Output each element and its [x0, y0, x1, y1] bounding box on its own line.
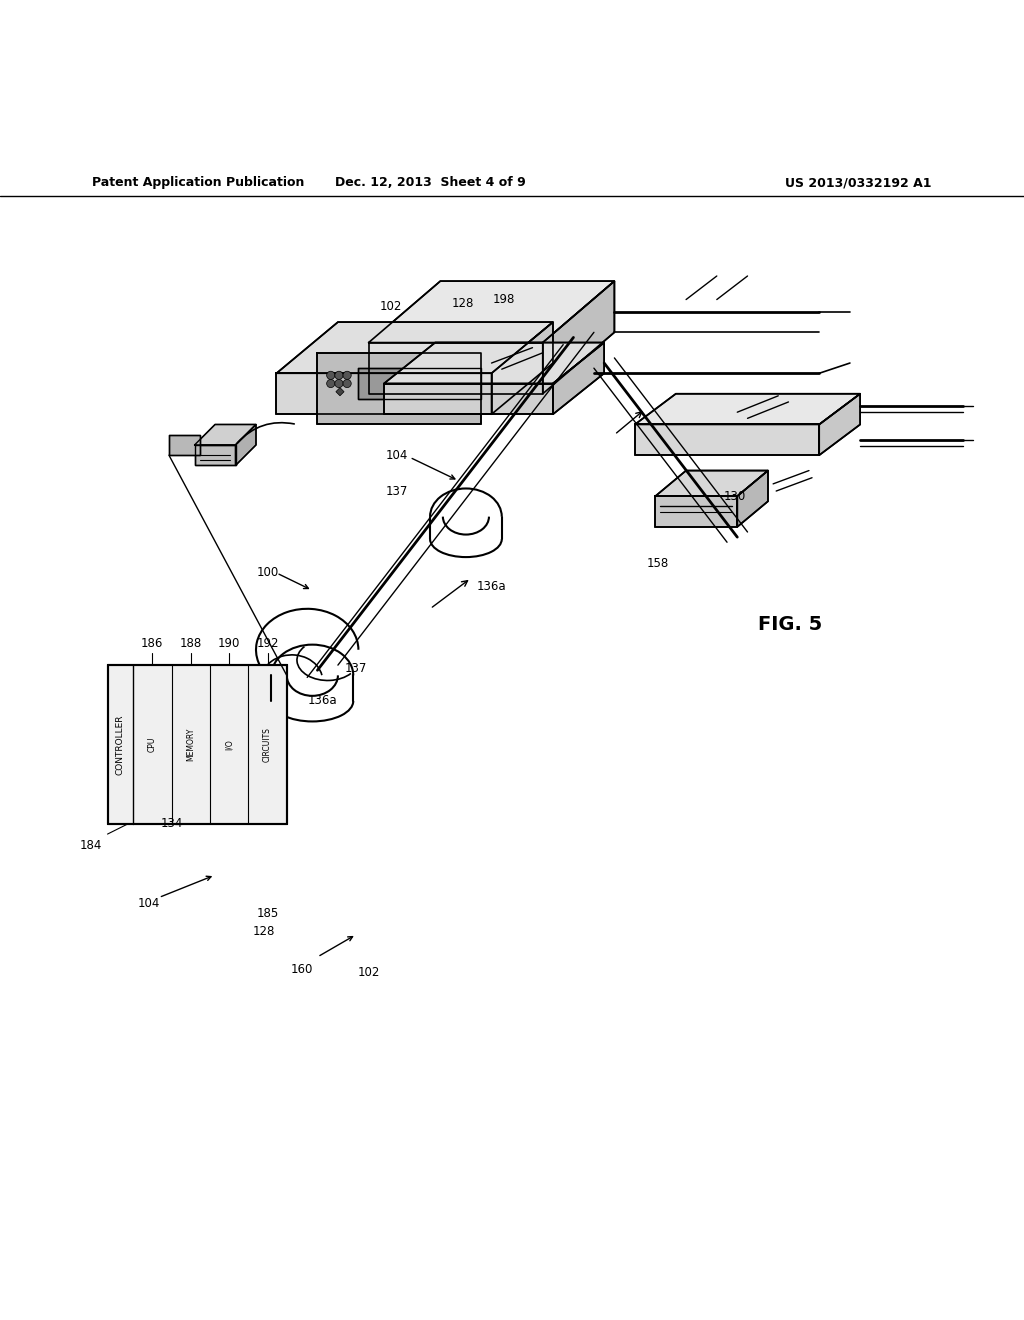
- Text: CONTROLLER: CONTROLLER: [116, 714, 124, 775]
- Polygon shape: [317, 352, 481, 425]
- Polygon shape: [635, 393, 860, 425]
- Text: 102: 102: [380, 300, 402, 313]
- Circle shape: [327, 379, 335, 388]
- Text: 188: 188: [179, 636, 202, 649]
- Polygon shape: [358, 368, 481, 399]
- Polygon shape: [384, 384, 553, 414]
- Text: US 2013/0332192 A1: US 2013/0332192 A1: [785, 177, 932, 189]
- Polygon shape: [819, 393, 860, 455]
- Text: 102: 102: [357, 966, 380, 979]
- Text: I/O: I/O: [224, 739, 233, 750]
- Text: 128: 128: [452, 297, 474, 310]
- Text: FIG. 5: FIG. 5: [758, 615, 822, 634]
- Text: Dec. 12, 2013  Sheet 4 of 9: Dec. 12, 2013 Sheet 4 of 9: [335, 177, 525, 189]
- Polygon shape: [276, 322, 553, 374]
- Polygon shape: [195, 425, 256, 445]
- Polygon shape: [655, 470, 768, 496]
- Text: 198: 198: [493, 293, 515, 306]
- Text: 100: 100: [257, 566, 280, 579]
- Polygon shape: [336, 388, 344, 396]
- Polygon shape: [369, 281, 614, 343]
- Text: 136a: 136a: [308, 694, 337, 708]
- Text: MEMORY: MEMORY: [186, 727, 196, 762]
- Text: 158: 158: [646, 557, 669, 570]
- Polygon shape: [635, 425, 819, 455]
- Text: CPU: CPU: [147, 737, 157, 752]
- Text: 184: 184: [80, 840, 102, 853]
- Text: 134: 134: [161, 817, 183, 830]
- Polygon shape: [553, 343, 604, 414]
- Circle shape: [343, 371, 351, 379]
- Text: 136a: 136a: [477, 579, 506, 593]
- Text: 130: 130: [724, 490, 746, 503]
- Polygon shape: [655, 496, 737, 527]
- Polygon shape: [236, 425, 256, 466]
- Text: 128: 128: [253, 925, 275, 937]
- Text: 137: 137: [345, 661, 368, 675]
- Polygon shape: [543, 281, 614, 393]
- Text: 190: 190: [218, 636, 241, 649]
- Polygon shape: [384, 343, 604, 384]
- Text: 192: 192: [256, 636, 279, 649]
- Text: 160: 160: [291, 962, 313, 975]
- Circle shape: [327, 371, 335, 379]
- Text: Patent Application Publication: Patent Application Publication: [92, 177, 304, 189]
- Polygon shape: [169, 434, 200, 455]
- Polygon shape: [492, 322, 553, 414]
- Polygon shape: [276, 374, 492, 414]
- Circle shape: [335, 371, 343, 379]
- Text: 104: 104: [386, 449, 409, 462]
- Text: 186: 186: [141, 636, 164, 649]
- Text: 185: 185: [257, 907, 280, 920]
- Text: 137: 137: [386, 484, 409, 498]
- Polygon shape: [369, 343, 543, 393]
- Circle shape: [335, 379, 343, 388]
- Text: CIRCUITS: CIRCUITS: [263, 727, 272, 762]
- Text: 104: 104: [137, 898, 160, 911]
- Polygon shape: [737, 470, 768, 527]
- Polygon shape: [108, 665, 287, 824]
- Circle shape: [343, 379, 351, 388]
- Polygon shape: [195, 445, 236, 466]
